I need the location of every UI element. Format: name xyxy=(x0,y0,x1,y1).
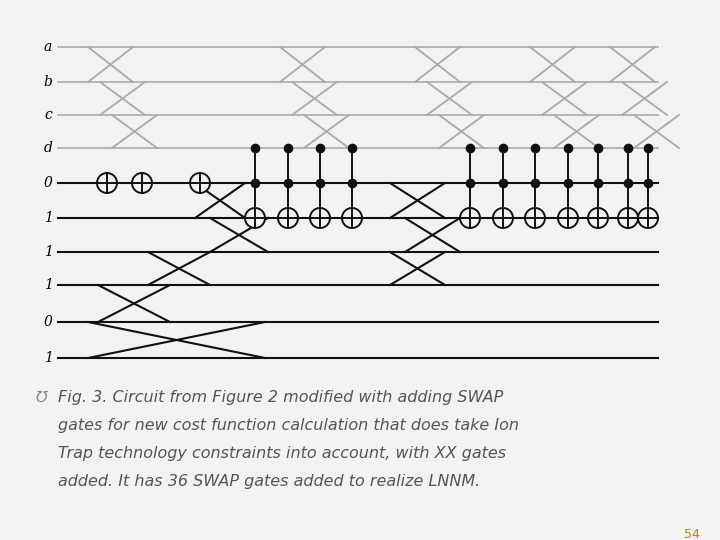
Text: gates for new cost function calculation that does take Ion: gates for new cost function calculation … xyxy=(58,418,519,433)
Text: 0: 0 xyxy=(44,176,53,190)
Text: a: a xyxy=(44,40,52,54)
Circle shape xyxy=(525,208,545,228)
Text: 0: 0 xyxy=(44,315,53,329)
Text: b: b xyxy=(44,75,53,89)
Circle shape xyxy=(190,173,210,193)
Text: added. It has 36 SWAP gates added to realize LNNM.: added. It has 36 SWAP gates added to rea… xyxy=(58,474,480,489)
Circle shape xyxy=(342,208,362,228)
Circle shape xyxy=(245,208,265,228)
Circle shape xyxy=(460,208,480,228)
Circle shape xyxy=(132,173,152,193)
Circle shape xyxy=(618,208,638,228)
Text: Fig. 3. Circuit from Figure 2 modified with adding SWAP: Fig. 3. Circuit from Figure 2 modified w… xyxy=(58,390,503,405)
Text: 1: 1 xyxy=(44,278,53,292)
Text: c: c xyxy=(44,108,52,122)
Circle shape xyxy=(638,208,658,228)
Text: 1: 1 xyxy=(44,351,53,365)
Text: ℧: ℧ xyxy=(36,390,48,405)
Circle shape xyxy=(97,173,117,193)
Text: 54: 54 xyxy=(684,528,700,540)
Text: 1: 1 xyxy=(44,245,53,259)
Text: d: d xyxy=(44,141,53,155)
Circle shape xyxy=(588,208,608,228)
Circle shape xyxy=(278,208,298,228)
Circle shape xyxy=(310,208,330,228)
Circle shape xyxy=(493,208,513,228)
Text: 1: 1 xyxy=(44,211,53,225)
Text: Trap technology constraints into account, with XX gates: Trap technology constraints into account… xyxy=(58,446,506,461)
Circle shape xyxy=(558,208,578,228)
